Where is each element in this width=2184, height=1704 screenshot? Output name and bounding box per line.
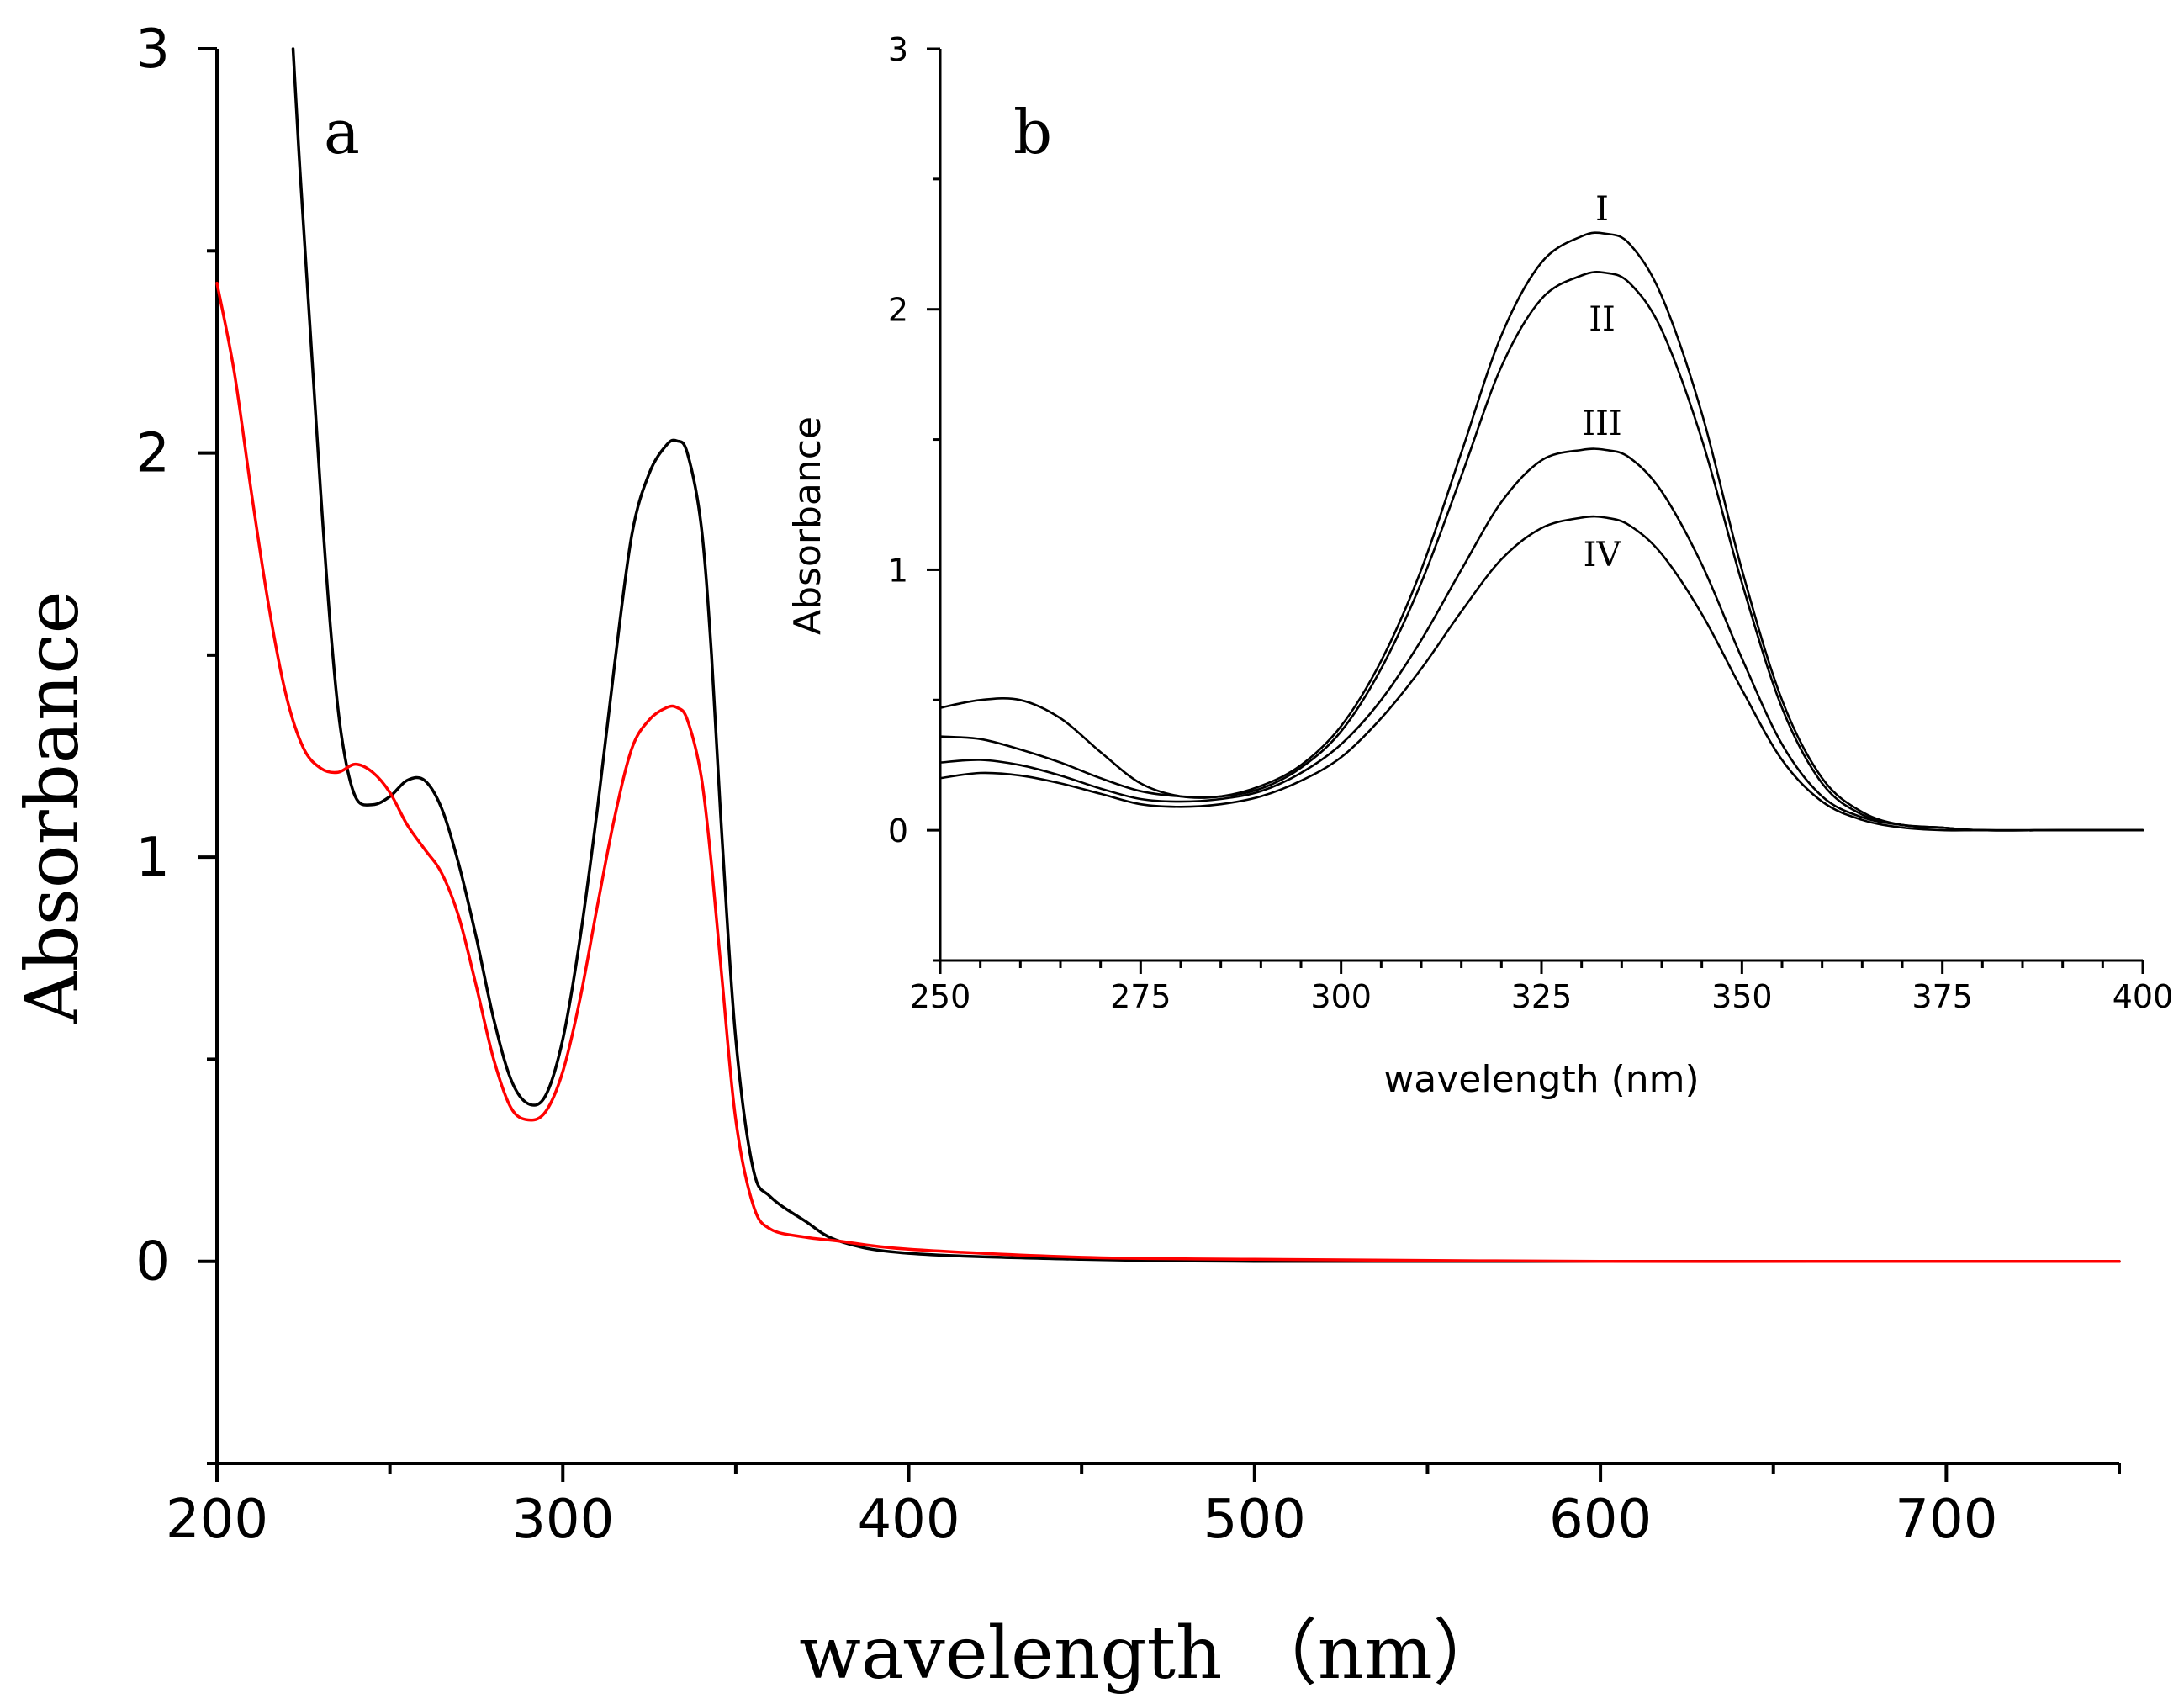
panel-a-y-axis-label: Absorbance bbox=[11, 591, 95, 1025]
panel-b-y-axis-label: Absorbance bbox=[786, 416, 829, 635]
series-label-II: II bbox=[1589, 300, 1616, 339]
panel-a-curves bbox=[215, 47, 2121, 1263]
panel-b-letter: b bbox=[1013, 97, 1052, 167]
panel-a-x-tick-label: 500 bbox=[1203, 1489, 1306, 1551]
panel-a-letter: a bbox=[324, 97, 360, 167]
panel-a-y-tick-label: 3 bbox=[135, 19, 170, 81]
panel-b-x-tick-label: 400 bbox=[2113, 978, 2174, 1015]
panel-b-y-tick-label: 1 bbox=[888, 552, 908, 589]
panel-b-x-tick-label: 375 bbox=[1912, 978, 1973, 1015]
panel-a-y-tick-label: 1 bbox=[135, 827, 170, 889]
panel-a-x-tick-label: 700 bbox=[1895, 1489, 1997, 1551]
panel-b-y-tick-label: 2 bbox=[888, 292, 908, 329]
panel-b-x-tick-label: 350 bbox=[1711, 978, 1773, 1015]
panel-a-y-tick-label: 0 bbox=[135, 1231, 170, 1294]
panel-a-series-red-line bbox=[215, 281, 2121, 1263]
panel-b-series-I-line bbox=[939, 231, 2144, 832]
panel-a-x-axis-label: wavelength （nm） bbox=[799, 1611, 1504, 1696]
panel-b-series-II-line bbox=[939, 271, 2144, 832]
panel-a-x-tick-label: 600 bbox=[1549, 1489, 1652, 1551]
panel-b-x-tick-label: 250 bbox=[910, 978, 971, 1015]
panel-a-chart: 200 300 400 500 600 700 0 1 2 3 a wavelength （nm）… bbox=[11, 19, 2121, 1696]
panel-a-x-tick-label: 300 bbox=[511, 1489, 614, 1551]
panel-a-ticks: 200 300 400 500 600 700 0 1 2 3 bbox=[135, 19, 2121, 1551]
panel-b-y-tick-label: 3 bbox=[888, 31, 908, 68]
panel-a-series-black-line bbox=[291, 47, 2121, 1263]
panel-a-x-tick-label: 400 bbox=[857, 1489, 960, 1551]
series-label-III: III bbox=[1582, 405, 1621, 443]
series-label-IV: IV bbox=[1584, 536, 1622, 574]
series-label-I: I bbox=[1595, 190, 1609, 229]
panel-b-ticks: 250 275 300 325 350 375 400 0 1 2 3 bbox=[888, 31, 2173, 1015]
panel-b-x-tick-label: 325 bbox=[1511, 978, 1573, 1015]
panel-b-series-III-line bbox=[939, 447, 2144, 832]
panel-b-x-tick-label: 275 bbox=[1110, 978, 1171, 1015]
panel-b-y-tick-label: 0 bbox=[888, 812, 908, 849]
panel-b-series-IV-line bbox=[939, 515, 2144, 832]
panel-b-curves bbox=[939, 231, 2144, 832]
panel-b-x-tick-label: 300 bbox=[1310, 978, 1372, 1015]
panel-a-y-tick-label: 2 bbox=[135, 423, 170, 485]
panel-a-x-tick-label: 200 bbox=[166, 1489, 268, 1551]
panel-b-x-axis-label: wavelength (nm) bbox=[1383, 1058, 1699, 1101]
